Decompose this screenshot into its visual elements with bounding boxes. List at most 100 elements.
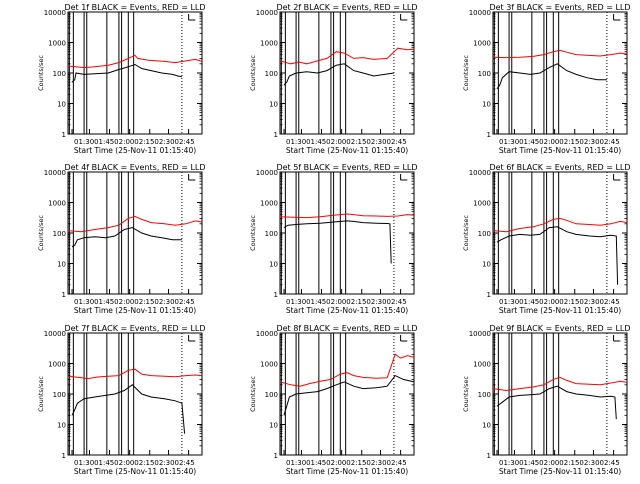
x-tick-label: 02:30 bbox=[154, 138, 174, 146]
y-tick-label: 100 bbox=[53, 391, 66, 399]
y-tick-label: 100 bbox=[53, 70, 66, 78]
y-tick-label: 100 bbox=[53, 230, 66, 238]
x-tick-label: 02:30 bbox=[366, 459, 386, 467]
y-axis-label: Counts/sec bbox=[37, 215, 45, 251]
x-tick-label: 02:45 bbox=[386, 459, 406, 467]
series-events-line bbox=[283, 63, 394, 86]
series-events-line bbox=[496, 385, 617, 420]
x-axis-label: Start Time (25-Nov-11 01:15:40) bbox=[499, 146, 621, 155]
x-tick-label: 02:00 bbox=[539, 459, 559, 467]
y-tick-label: 1000 bbox=[260, 361, 278, 369]
y-tick-label: 1 bbox=[62, 291, 66, 299]
x-tick-label: 02:00 bbox=[539, 138, 559, 146]
y-tick-label: 10000 bbox=[256, 9, 278, 17]
chart-title: Det 7f BLACK = Events, RED = LLD bbox=[64, 324, 205, 333]
series-lld-line bbox=[67, 215, 203, 233]
y-tick-label: 10 bbox=[269, 422, 278, 430]
y-axis-label: Counts/sec bbox=[462, 215, 470, 251]
chart-title: Det 3f BLACK = Events, RED = LLD bbox=[489, 3, 630, 12]
x-tick-label: 02:45 bbox=[174, 138, 194, 146]
series-lld-line bbox=[279, 353, 415, 387]
chart-panel-6: Det 6f BLACK = Events, RED = LLD 1 10 100 10… bbox=[462, 163, 631, 315]
chart-title: Det 2f BLACK = Events, RED = LLD bbox=[276, 3, 417, 12]
x-tick-label: 02:15 bbox=[346, 459, 366, 467]
x-axis-label: Start Time (25-Nov-11 01:15:40) bbox=[286, 306, 408, 315]
x-axis-label: Start Time (25-Nov-11 01:15:40) bbox=[499, 467, 621, 476]
y-axis-label: Counts/sec bbox=[249, 215, 257, 251]
y-axis-label: Counts/sec bbox=[249, 376, 257, 412]
series-events-line bbox=[496, 63, 607, 90]
y-tick-label: 10000 bbox=[44, 169, 66, 177]
y-tick-label: 10 bbox=[57, 261, 66, 269]
x-tick-label: 02:15 bbox=[346, 138, 366, 146]
x-tick-label: 02:00 bbox=[326, 459, 346, 467]
x-tick-label: 01:45 bbox=[94, 298, 114, 306]
chart-panel-4: Det 4f BLACK = Events, RED = LLD 1 10 100 10… bbox=[37, 163, 206, 315]
x-tick-label: 02:45 bbox=[599, 138, 619, 146]
y-tick-label: 1 bbox=[274, 291, 278, 299]
y-axis-label: Counts/sec bbox=[37, 55, 45, 91]
x-tick-label: 02:30 bbox=[579, 298, 599, 306]
x-tick-label: 02:30 bbox=[154, 459, 174, 467]
x-axis-label: Start Time (25-Nov-11 01:15:40) bbox=[286, 146, 408, 155]
x-tick-label: 01:30 bbox=[74, 459, 94, 467]
y-tick-label: 10000 bbox=[44, 9, 66, 17]
y-tick-label: 1000 bbox=[473, 40, 491, 48]
y-tick-label: 1 bbox=[62, 131, 66, 139]
x-tick-label: 01:30 bbox=[286, 298, 306, 306]
x-tick-label: 01:45 bbox=[306, 138, 326, 146]
x-tick-label: 02:45 bbox=[386, 138, 406, 146]
x-tick-label: 02:15 bbox=[134, 459, 154, 467]
x-tick-label: 02:00 bbox=[326, 298, 346, 306]
series-lld-line bbox=[67, 368, 203, 380]
chart-title: Det 6f BLACK = Events, RED = LLD bbox=[489, 163, 630, 172]
x-tick-label: 01:30 bbox=[74, 138, 94, 146]
y-tick-label: 10000 bbox=[469, 330, 491, 338]
series-events-line bbox=[283, 374, 415, 416]
chart-panel-8: Det 8f BLACK = Events, RED = LLD 1 10 100 10… bbox=[249, 324, 418, 476]
x-tick-label: 01:30 bbox=[74, 298, 94, 306]
y-tick-label: 10000 bbox=[256, 330, 278, 338]
x-tick-label: 02:30 bbox=[366, 298, 386, 306]
x-tick-label: 01:45 bbox=[519, 138, 539, 146]
y-axis-label: Counts/sec bbox=[249, 55, 257, 91]
chart-title: Det 1f BLACK = Events, RED = LLD bbox=[64, 3, 205, 12]
x-tick-label: 02:45 bbox=[174, 459, 194, 467]
x-tick-label: 02:15 bbox=[134, 138, 154, 146]
x-tick-label: 01:30 bbox=[499, 459, 519, 467]
x-tick-label: 02:45 bbox=[599, 298, 619, 306]
y-tick-label: 1 bbox=[487, 291, 491, 299]
y-tick-label: 1000 bbox=[260, 40, 278, 48]
y-tick-label: 10000 bbox=[469, 9, 491, 17]
series-events-line bbox=[283, 220, 392, 264]
y-tick-label: 1000 bbox=[48, 40, 66, 48]
x-axis-label: Start Time (25-Nov-11 01:15:40) bbox=[74, 306, 196, 315]
series-events-line bbox=[496, 226, 619, 285]
x-tick-label: 02:30 bbox=[579, 459, 599, 467]
x-tick-label: 02:15 bbox=[559, 138, 579, 146]
y-tick-label: 100 bbox=[265, 391, 278, 399]
y-tick-label: 1 bbox=[274, 452, 278, 460]
x-tick-label: 02:15 bbox=[559, 459, 579, 467]
x-tick-label: 01:45 bbox=[519, 459, 539, 467]
y-tick-label: 1 bbox=[487, 131, 491, 139]
x-tick-label: 02:45 bbox=[174, 298, 194, 306]
x-tick-label: 02:00 bbox=[114, 298, 134, 306]
y-tick-label: 1 bbox=[487, 452, 491, 460]
x-tick-label: 02:15 bbox=[134, 298, 154, 306]
series-lld-line bbox=[279, 213, 415, 219]
x-tick-label: 02:45 bbox=[599, 459, 619, 467]
x-tick-label: 01:30 bbox=[286, 138, 306, 146]
y-tick-label: 10 bbox=[269, 261, 278, 269]
y-tick-label: 10 bbox=[482, 261, 491, 269]
chart-panel-1: Det 1f BLACK = Events, RED = LLD 1 10 100 10… bbox=[37, 3, 206, 155]
chart-panel-9: Det 9f BLACK = Events, RED = LLD 1 10 100 10… bbox=[462, 324, 631, 476]
y-tick-label: 10 bbox=[482, 422, 491, 430]
series-events-line bbox=[71, 384, 186, 434]
series-lld-line bbox=[67, 54, 203, 69]
y-tick-label: 100 bbox=[265, 70, 278, 78]
x-tick-label: 02:00 bbox=[539, 298, 559, 306]
chart-title: Det 8f BLACK = Events, RED = LLD bbox=[276, 324, 417, 333]
y-tick-label: 1000 bbox=[48, 361, 66, 369]
